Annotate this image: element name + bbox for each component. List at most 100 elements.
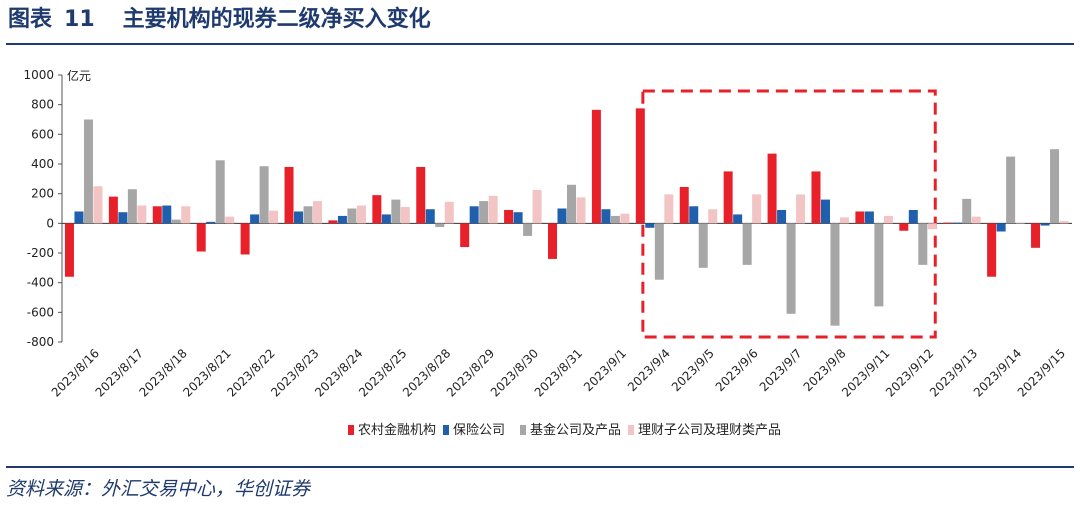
y-tick-label: 800	[31, 98, 54, 112]
title-divider	[6, 43, 1074, 45]
bar	[839, 217, 849, 224]
bar	[987, 223, 997, 277]
y-tick-label: -800	[27, 335, 54, 349]
bar	[488, 195, 498, 224]
x-tick-label: 2023/8/31	[532, 346, 585, 399]
bar	[108, 196, 118, 224]
bar	[460, 223, 470, 248]
bar	[206, 221, 216, 224]
bar	[723, 171, 733, 224]
bar	[576, 197, 586, 224]
bar	[855, 211, 865, 224]
bar	[1059, 221, 1069, 224]
bar	[225, 216, 235, 224]
bar	[74, 211, 84, 224]
bar	[127, 189, 137, 224]
bar	[64, 223, 74, 277]
bar	[444, 201, 454, 224]
bar	[1050, 149, 1060, 224]
legend: 农村金融机构 保险公司 基金公司及产品 理财子公司及理财类产品	[348, 422, 781, 438]
bar-chart: 1000 800 600 400 200 0 -200 -400 -600 -800 亿元 2023…	[23, 68, 1072, 438]
bar	[733, 214, 743, 224]
bar	[93, 186, 103, 224]
y-tick-label: -400	[27, 276, 54, 290]
bar	[883, 215, 893, 224]
bar	[372, 195, 382, 224]
x-tick-label: 2023/9/7	[757, 346, 805, 394]
bar	[698, 223, 708, 268]
x-tick-labels: 2023/8/162023/8/172023/8/182023/8/212023…	[49, 346, 1068, 399]
bar	[337, 215, 347, 224]
y-tick-label: 600	[31, 127, 54, 141]
bar	[391, 199, 401, 224]
bar	[708, 209, 718, 224]
bar	[689, 206, 699, 224]
bar	[303, 206, 313, 224]
bar	[269, 210, 279, 224]
bar	[284, 166, 294, 224]
bar	[479, 201, 489, 224]
bar	[181, 206, 191, 224]
bar	[874, 223, 884, 307]
x-tick-label: 2023/9/4	[625, 346, 673, 394]
bar	[137, 205, 147, 224]
legend-swatch	[628, 425, 634, 435]
bar	[523, 223, 533, 236]
legend-swatch	[520, 425, 526, 435]
bar	[196, 223, 206, 252]
bar	[250, 214, 260, 224]
bar	[328, 220, 338, 224]
y-tick-label: -600	[27, 305, 54, 319]
bar	[654, 223, 664, 280]
bar	[548, 223, 557, 259]
bar	[796, 194, 806, 224]
y-tick-label: 1000	[23, 68, 54, 82]
legend-swatch	[348, 425, 354, 435]
bar	[786, 223, 796, 314]
bar	[469, 206, 479, 224]
figure-label: 图表	[8, 7, 53, 32]
bar	[679, 186, 689, 224]
bar	[240, 223, 250, 255]
bar	[645, 223, 655, 228]
bar	[557, 208, 567, 224]
bar	[811, 171, 821, 224]
bar	[425, 209, 435, 224]
bar	[83, 119, 93, 224]
bar	[820, 199, 830, 224]
bar	[996, 223, 1006, 232]
bar	[767, 153, 777, 224]
figure-title: 图表 11 主要机构的现券二级净买入变化	[8, 3, 431, 37]
bar	[635, 108, 645, 224]
bar	[591, 109, 601, 224]
bar	[171, 219, 181, 224]
bar	[752, 194, 762, 224]
axis-layer: 1000 800 600 400 200 0 -200 -400 -600 -800 亿元	[23, 68, 1072, 349]
bar	[610, 215, 620, 224]
bar	[118, 212, 128, 224]
bar	[864, 211, 874, 224]
bar	[567, 184, 576, 224]
bar	[1015, 223, 1025, 224]
bar	[215, 160, 225, 224]
bar	[356, 205, 366, 224]
bar	[400, 207, 410, 224]
x-tick-label: 2023/9/6	[713, 346, 761, 394]
bar	[664, 194, 674, 224]
bar	[943, 222, 953, 224]
bar	[952, 222, 962, 224]
bars-layer	[64, 108, 1069, 326]
bar	[962, 198, 972, 224]
source-note: 资料来源：外汇交易中心，华创证券	[6, 478, 311, 500]
y-axis-unit-label: 亿元	[67, 68, 91, 83]
bar	[152, 206, 162, 224]
bar	[294, 211, 304, 224]
x-tick-label: 2023/9/15	[1015, 346, 1068, 399]
bar	[435, 223, 445, 228]
bar	[620, 213, 630, 224]
bar	[162, 205, 172, 224]
bar	[899, 223, 909, 231]
bar	[532, 189, 542, 224]
bar	[513, 212, 523, 224]
footer-divider	[6, 466, 1074, 468]
